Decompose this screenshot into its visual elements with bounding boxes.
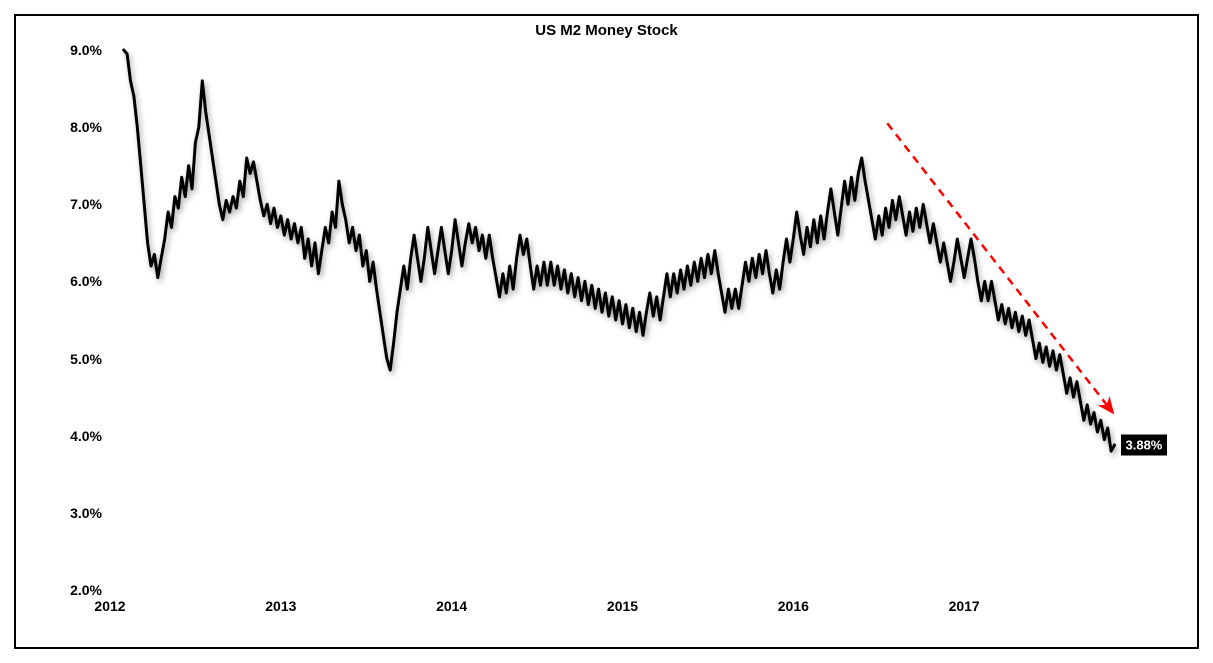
y-tick-label: 5.0% xyxy=(70,351,110,367)
y-tick-label: 3.0% xyxy=(70,505,110,521)
last-value-label: 3.88% xyxy=(1121,434,1168,455)
y-tick-label: 4.0% xyxy=(70,428,110,444)
chart-svg xyxy=(110,50,1135,590)
chart-title: US M2 Money Stock xyxy=(0,22,1213,39)
x-tick-label: 2014 xyxy=(436,590,467,614)
x-tick-label: 2016 xyxy=(778,590,809,614)
chart-container: US M2 Money Stock 2.0%3.0%4.0%5.0%6.0%7.… xyxy=(0,0,1213,663)
series-line xyxy=(124,50,1115,451)
x-tick-label: 2013 xyxy=(265,590,296,614)
trend-arrow xyxy=(887,123,1113,412)
x-tick-label: 2017 xyxy=(949,590,980,614)
y-tick-label: 9.0% xyxy=(70,42,110,58)
y-tick-label: 8.0% xyxy=(70,119,110,135)
plot-area: 2.0%3.0%4.0%5.0%6.0%7.0%8.0%9.0%20122013… xyxy=(110,50,1135,590)
x-tick-label: 2012 xyxy=(94,590,125,614)
x-tick-label: 2015 xyxy=(607,590,638,614)
y-tick-label: 6.0% xyxy=(70,273,110,289)
y-tick-label: 7.0% xyxy=(70,196,110,212)
